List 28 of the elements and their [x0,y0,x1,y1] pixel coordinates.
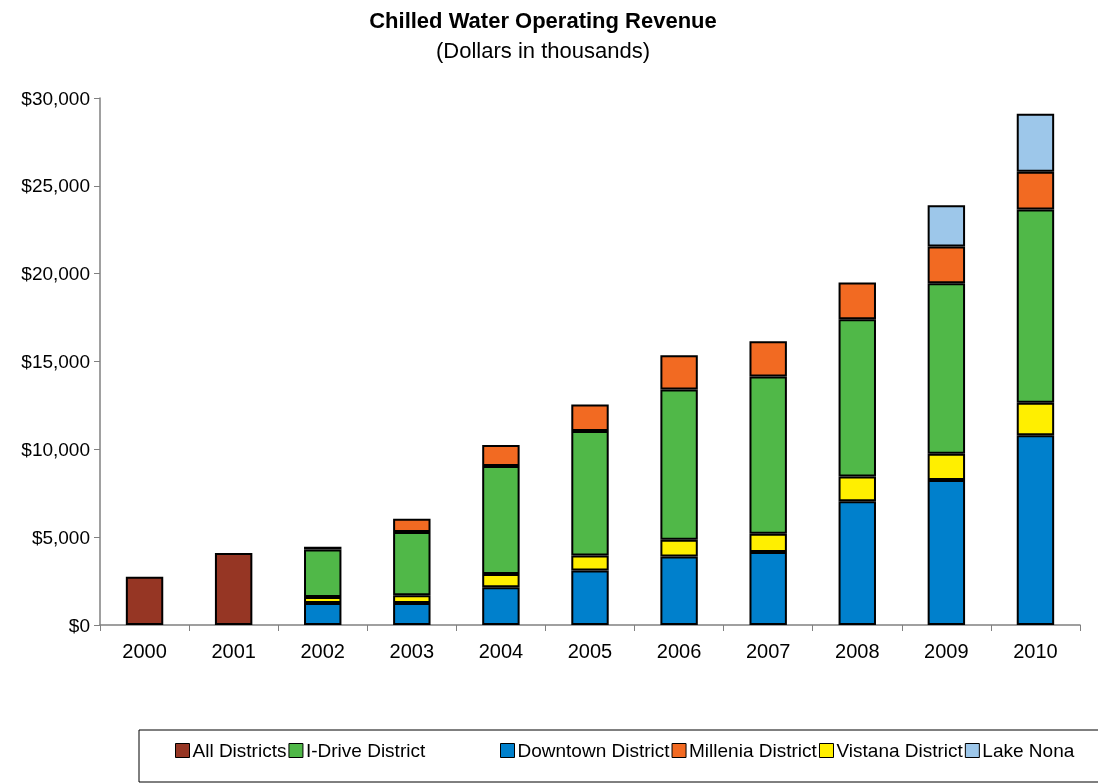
chart-title: Chilled Water Operating Revenue [369,7,717,33]
legend-label: Millenia District [689,740,818,761]
x-tick-label: 2000 [122,640,167,662]
legend-label: Vistana District [836,740,964,761]
y-tick-label: $5,000 [31,526,90,548]
x-tick-label: 2002 [300,640,345,662]
legend-label: Lake Nona [982,740,1075,761]
bar [214,552,253,625]
y-tick-label: $30,000 [21,87,90,109]
x-tick-label: 2006 [656,640,702,662]
legend-label: I-Drive District [305,740,426,761]
bar [125,576,164,625]
y-tick-label: $25,000 [21,175,90,197]
x-tick-label: 2001 [211,640,256,662]
legend-label: All Districts [192,740,287,761]
y-tick-label: $20,000 [21,263,90,285]
y-tick-label: $15,000 [21,351,90,372]
x-tick-label: 2007 [745,640,791,662]
x-tick-label: 2008 [835,640,880,662]
y-tick-label: $10,000 [21,438,90,460]
x-tick-label: 2009 [924,640,969,662]
x-tick-label: 2003 [389,640,435,662]
y-tick-label: $0 [68,614,90,636]
x-tick-label: 2005 [567,640,613,662]
x-tick-label: 2004 [478,640,524,662]
legend-label: Downtown District [517,740,671,761]
x-tick-label: 2010 [1013,640,1058,662]
chart-subtitle: (Dollars in thousands) [436,37,650,63]
